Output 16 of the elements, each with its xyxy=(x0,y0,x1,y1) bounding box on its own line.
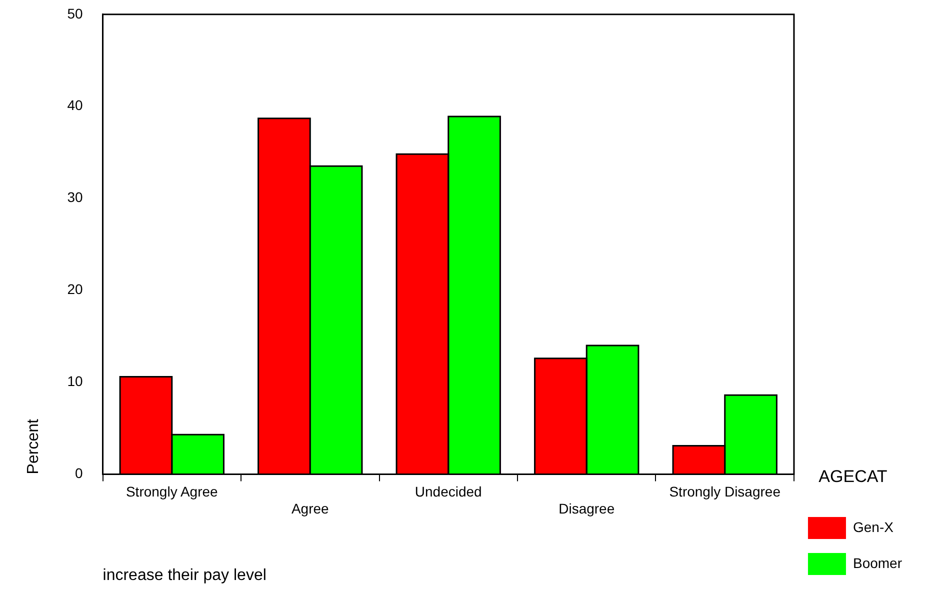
legend-title: AGECAT xyxy=(818,466,888,486)
x-tick-label: Strongly Disagree xyxy=(669,483,781,500)
y-tick-label: 50 xyxy=(67,5,83,22)
x-tick-label: Undecided xyxy=(414,483,482,500)
x-axis-title: increase their pay level xyxy=(102,566,266,584)
y-tick-label: 20 xyxy=(67,281,83,298)
x-tick-label: Disagree xyxy=(558,500,615,516)
y-tick-label: 30 xyxy=(67,189,83,206)
legend-label: Boomer xyxy=(852,554,902,571)
legend-label: Gen-X xyxy=(852,518,894,535)
y-tick-label: 40 xyxy=(67,97,83,114)
y-tick-label: 10 xyxy=(67,373,83,390)
x-tick-label: Agree xyxy=(291,500,330,516)
x-tick-label: Strongly Agree xyxy=(126,483,218,500)
y-axis-title: Percent xyxy=(25,418,42,474)
y-tick-label: 0 xyxy=(74,465,83,482)
